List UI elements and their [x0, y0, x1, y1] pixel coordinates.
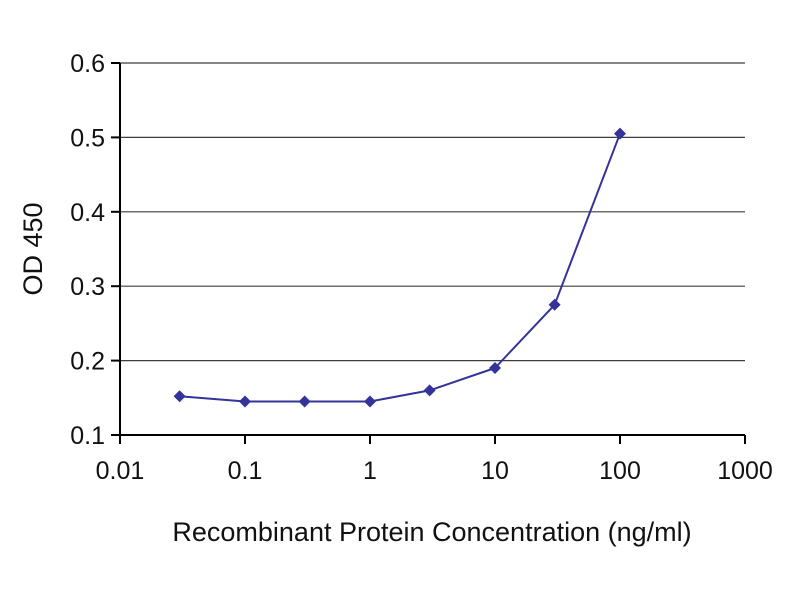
data-point-marker: [239, 395, 251, 408]
y-tick-label: 0.3: [70, 273, 105, 301]
x-axis-title: Recombinant Protein Concentration (ng/ml…: [172, 517, 691, 547]
y-tick-label: 0.2: [70, 348, 105, 376]
data-point-marker: [489, 362, 501, 375]
data-point-marker: [298, 395, 311, 408]
series-line: [179, 133, 621, 403]
data-point-marker: [423, 384, 436, 397]
x-tick-label: 0.1: [228, 457, 263, 485]
plot-area: 0.1 0.2 0.3 0.4 0.5 0.6 0.01 0.1 1 10 100 1000: [70, 50, 773, 485]
x-tick-label: 0.01: [96, 457, 145, 485]
y-tick-label: 0.4: [70, 199, 105, 227]
data-point-marker: [614, 127, 626, 140]
x-tick-label: 1: [363, 457, 377, 485]
data-point-marker: [364, 395, 376, 408]
y-tick-label: 0.1: [70, 422, 105, 450]
x-tick-label: 1000: [717, 457, 773, 485]
x-tick-label: 100: [599, 457, 641, 485]
x-tick-label: 10: [481, 457, 509, 485]
data-point-marker: [548, 298, 561, 311]
y-tick-label: 0.5: [70, 124, 105, 152]
data-point-marker: [173, 390, 186, 403]
y-axis-title: OD 450: [18, 202, 48, 295]
y-tick-label: 0.6: [70, 50, 105, 78]
